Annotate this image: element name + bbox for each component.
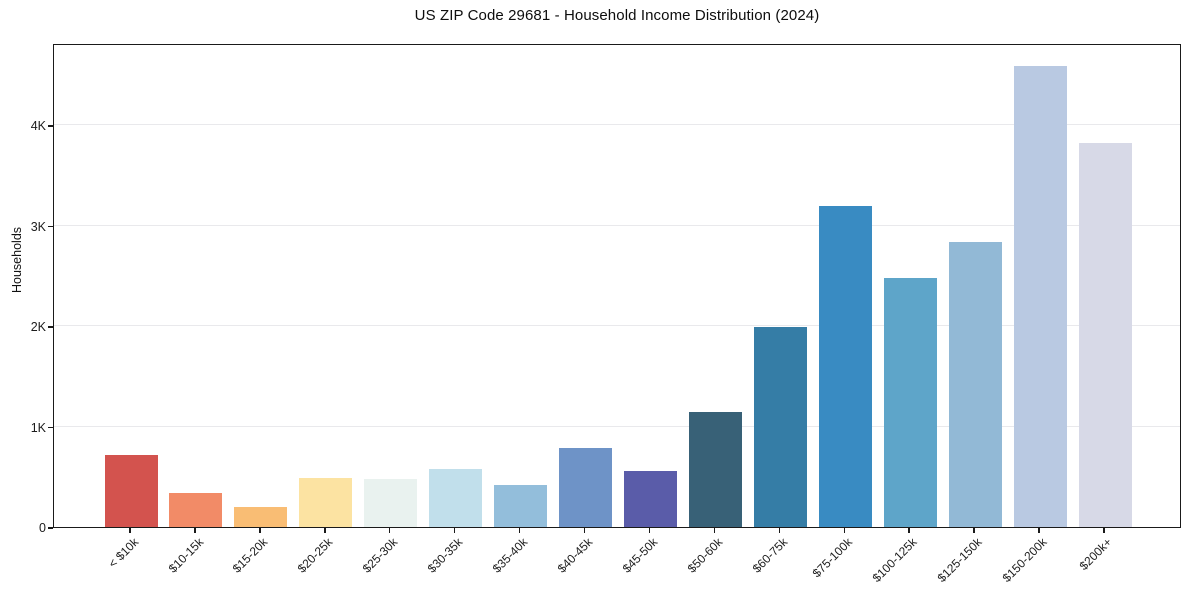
x-tick-label-text: $60-75k	[749, 535, 791, 576]
x-tick-label-text: < $10k	[105, 535, 141, 571]
x-tick-label-text: $20-25k	[295, 535, 336, 576]
gridline	[54, 124, 1180, 126]
gridline	[54, 224, 1180, 226]
gridline	[54, 425, 1180, 427]
x-tick-mark	[259, 528, 261, 533]
bar	[688, 412, 742, 527]
y-tick-mark	[48, 225, 53, 228]
x-tick-label-text: $100-125k	[870, 535, 921, 586]
x-tick-mark	[1038, 528, 1040, 533]
bar	[753, 327, 807, 527]
x-tick-mark	[583, 528, 586, 533]
x-tick-mark	[194, 528, 196, 533]
y-tick-label: 0	[39, 521, 46, 535]
bar	[169, 493, 223, 527]
bar	[1013, 65, 1067, 527]
bar	[234, 507, 288, 527]
bar	[104, 454, 158, 527]
y-tick-label: 4K	[30, 119, 46, 133]
x-tick-label-text: $35-40k	[489, 535, 531, 576]
x-tick-label-text: $200k+	[1076, 535, 1115, 573]
x-tick-mark	[1103, 528, 1105, 533]
bar	[494, 485, 548, 527]
plot-area	[53, 44, 1181, 528]
x-tick-label-text: $75-100k	[809, 535, 856, 581]
bar	[299, 477, 353, 527]
x-tick-label-text: $150-200k	[999, 535, 1050, 586]
x-tick-label-text: $50-60k	[684, 535, 726, 576]
x-tick-label-text: $10-15k	[165, 535, 206, 576]
x-tick-mark	[713, 528, 716, 533]
gridlines-layer	[54, 45, 1180, 527]
x-tick-label-text: $15-20k	[230, 535, 271, 576]
x-tick-mark	[324, 528, 326, 533]
y-axis-label-text: Households	[10, 226, 24, 293]
x-tick-mark	[453, 528, 456, 533]
bar	[818, 206, 872, 527]
y-tick-mark	[48, 426, 53, 429]
x-tick-mark	[129, 528, 131, 533]
bars-layer	[54, 45, 1180, 527]
x-tick-label-text: $25-30k	[360, 535, 401, 576]
y-tick-mark	[48, 326, 53, 328]
x-tick-mark	[843, 528, 846, 533]
bar	[429, 468, 483, 527]
x-tick-mark	[778, 528, 781, 533]
x-tick-mark	[908, 528, 910, 533]
bar	[948, 241, 1002, 527]
bar	[1078, 143, 1132, 527]
x-tick-label-text: $30-35k	[424, 535, 466, 576]
x-tick-label-text: $125-150k	[935, 535, 986, 586]
y-tick-label: 2K	[30, 320, 46, 334]
y-tick-mark	[48, 125, 53, 127]
x-tick-label-text: $40-45k	[554, 535, 596, 576]
chart-title: US ZIP Code 29681 - Household Income Dis…	[414, 7, 820, 24]
bar	[559, 447, 613, 527]
y-tick-mark	[48, 527, 53, 529]
y-tick-label: 1K	[30, 420, 46, 435]
gridline	[54, 325, 1180, 327]
x-tick-mark	[648, 528, 651, 533]
x-tick-mark	[388, 528, 391, 533]
x-tick-mark	[518, 528, 521, 533]
y-tick-label: 3K	[30, 219, 46, 234]
x-tick-label-text: $45-50k	[619, 535, 661, 576]
bar	[883, 277, 937, 527]
x-tick-mark	[973, 528, 975, 533]
bar	[623, 471, 677, 527]
bar	[364, 479, 418, 527]
